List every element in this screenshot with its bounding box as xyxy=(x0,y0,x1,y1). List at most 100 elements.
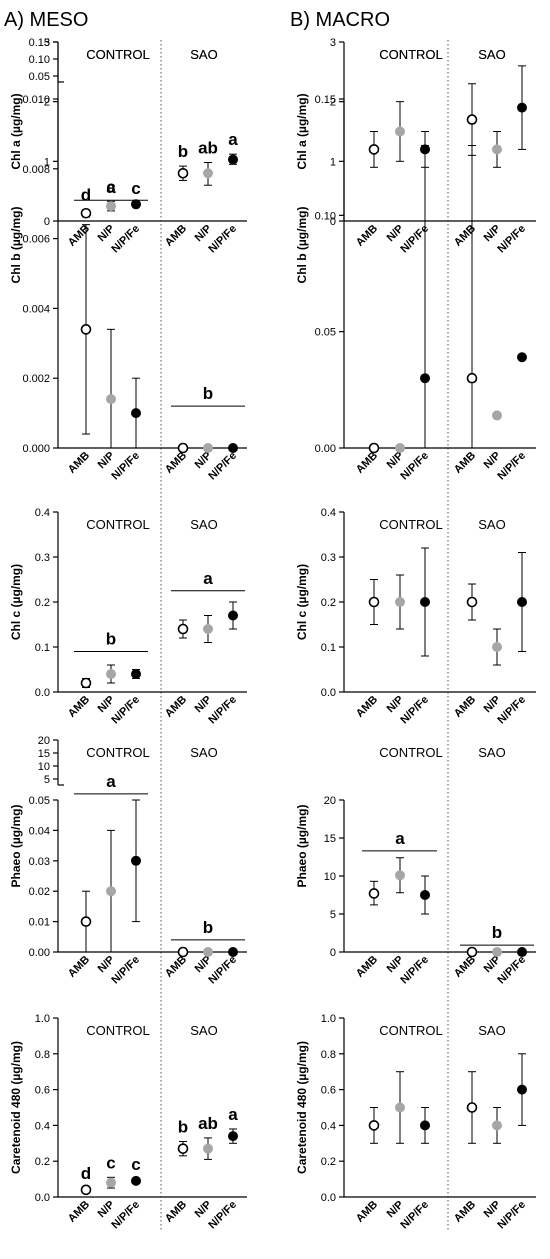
marker-n-p xyxy=(203,168,213,179)
x-tick-label: N/P xyxy=(193,223,214,244)
x-tick-label: N/P/Fe xyxy=(109,1199,142,1232)
marker-amb xyxy=(80,324,92,335)
data-point xyxy=(106,1176,116,1189)
data-point xyxy=(203,615,213,643)
x-tick-label: N/P xyxy=(96,954,117,975)
y-axis-label: Chl b (µg/mg) xyxy=(295,207,309,284)
data-point xyxy=(395,1071,405,1144)
significance-letter: a xyxy=(228,1105,238,1124)
marker-n-p xyxy=(395,126,405,137)
y-tick-label: 0.05 xyxy=(315,327,336,339)
y-axis-label: Chl c (µg/mg) xyxy=(9,564,23,640)
y-axis-label: Chl a (µg/mg) xyxy=(9,93,23,169)
y-tick-label: 0.1 xyxy=(35,642,50,654)
x-tick-label: N/P/Fe xyxy=(398,954,431,987)
y-tick-label: 0.00 xyxy=(29,947,50,959)
marker-n-p xyxy=(492,642,502,652)
panel-title-macro: B) MACRO xyxy=(290,9,390,31)
x-tick-label: N/P/Fe xyxy=(206,694,239,727)
data-point xyxy=(131,799,141,923)
data-point xyxy=(395,857,405,894)
x-tick-label: AMB xyxy=(163,1199,189,1225)
marker-n-p xyxy=(395,1102,405,1113)
x-tick-label: AMB xyxy=(354,954,380,980)
y-tick-label: 0.2 xyxy=(35,597,50,609)
marker-n-p xyxy=(492,144,502,155)
marker-n-p-fe xyxy=(131,669,141,679)
marker-amb xyxy=(177,442,189,454)
group-label-control: CONTROL xyxy=(86,47,150,62)
significance-letter: b xyxy=(203,384,213,403)
y-tick-label: 3 xyxy=(44,37,50,49)
y-tick-label: 2 xyxy=(330,97,336,109)
marker-amb xyxy=(177,623,189,635)
data-point xyxy=(80,224,92,435)
x-tick-label: N/P/Fe xyxy=(495,694,528,727)
group-label-sao: SAO xyxy=(190,47,217,62)
data-point xyxy=(228,1128,238,1144)
data-point xyxy=(492,1107,502,1144)
marker-amb xyxy=(466,596,478,608)
data-point xyxy=(492,628,502,666)
y-tick-label: 0.1 xyxy=(321,642,336,654)
x-tick-label: N/P xyxy=(193,450,214,471)
x-tick-label: N/P/Fe xyxy=(398,223,431,256)
x-tick-label: N/P xyxy=(385,1199,406,1220)
significance-letter: c xyxy=(131,179,140,198)
x-tick-label: N/P xyxy=(96,223,117,244)
data-point xyxy=(177,165,189,181)
significance-letter: b xyxy=(178,142,188,161)
y-tick-label: 0.0 xyxy=(321,1192,336,1204)
x-tick-label: N/P xyxy=(482,1199,503,1220)
group-label-control: CONTROL xyxy=(379,47,443,62)
data-point xyxy=(466,83,478,156)
data-point xyxy=(466,583,478,621)
y-tick-label: 0.01 xyxy=(29,917,50,929)
data-point xyxy=(368,442,380,454)
significance-letter: a xyxy=(203,569,213,588)
data-point xyxy=(177,619,189,639)
data-point xyxy=(368,880,380,906)
marker-n-p xyxy=(203,1143,213,1154)
y-axis-label: Phaeo (µg/mg) xyxy=(295,805,309,888)
marker-n-p xyxy=(106,886,116,897)
x-tick-label: N/P xyxy=(193,954,214,975)
x-tick-label: N/P xyxy=(96,694,117,715)
y-tick-label: 0.2 xyxy=(321,1156,336,1168)
group-label-sao: SAO xyxy=(478,47,505,62)
significance-letter: c xyxy=(106,1153,115,1172)
x-tick-label: AMB xyxy=(354,1199,380,1225)
y-axis-label: Chl b (µg/mg) xyxy=(9,207,23,284)
data-point xyxy=(492,131,502,168)
data-point xyxy=(203,947,213,957)
marker-n-p-fe xyxy=(420,890,430,900)
y-tick-label: 0.05 xyxy=(29,71,50,83)
x-tick-label: AMB xyxy=(163,954,189,980)
y-tick-label: 0.3 xyxy=(321,552,336,564)
group-label-control: CONTROL xyxy=(379,47,443,62)
x-tick-label: N/P/Fe xyxy=(109,954,142,987)
y-axis-label: Phaeo (µg/mg) xyxy=(9,805,23,888)
marker-n-p-fe xyxy=(228,443,238,453)
y-tick-label: 5 xyxy=(44,774,50,786)
y-tick-label: 0.10 xyxy=(315,210,336,222)
data-point xyxy=(80,1184,92,1196)
marker-n-p-fe xyxy=(228,947,238,957)
y-tick-label: 0.2 xyxy=(321,597,336,609)
marker-amb xyxy=(368,596,380,608)
group-label-sao: SAO xyxy=(190,47,217,62)
data-point xyxy=(368,579,380,625)
marker-n-p xyxy=(203,443,213,453)
x-tick-label: N/P xyxy=(482,223,503,244)
data-point xyxy=(228,443,238,453)
y-tick-label: 0.03 xyxy=(29,856,50,868)
group-label-control: CONTROL xyxy=(86,517,150,532)
data-point xyxy=(131,1175,141,1186)
x-tick-label: AMB xyxy=(163,223,189,249)
group-label-control: CONTROL xyxy=(379,1023,443,1038)
significance-letter: ab xyxy=(198,139,218,158)
panel-title-meso: A) MESO xyxy=(4,9,88,31)
significance-letter: d xyxy=(81,186,91,205)
x-tick-label: N/P/Fe xyxy=(109,450,142,483)
